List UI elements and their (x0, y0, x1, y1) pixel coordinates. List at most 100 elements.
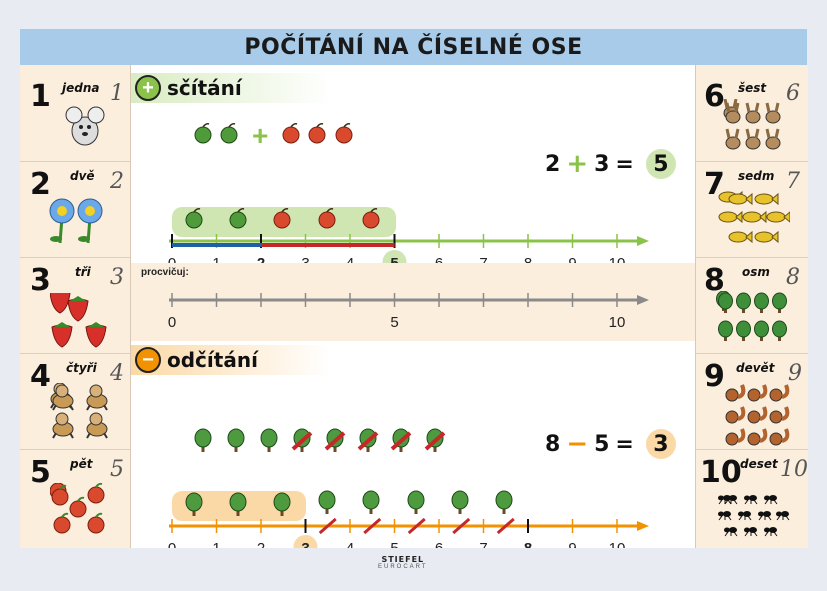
axis-tick-label: 5 (390, 255, 398, 263)
axis-tick-label: 8 (524, 540, 532, 548)
brand-subname: EUROCART (378, 564, 428, 570)
practice-label: procvičuj: (141, 267, 189, 278)
equation-operand: 3 (594, 151, 610, 177)
subtraction-section: − odčítání 0 1 2 3 4 5 6 7 8 9 10 8 − 5 (131, 341, 695, 548)
axis-tick-label: 0 (168, 314, 176, 331)
number-word: tři (75, 265, 91, 279)
number-card-9: 9 devět 9 (696, 353, 808, 450)
subtraction-step-mark (496, 517, 515, 535)
number-script: 2 (110, 169, 124, 194)
axis-tick-label: 3 (301, 255, 309, 263)
axis-tick-label: 4 (346, 540, 354, 548)
axis-arrow-icon (637, 236, 649, 246)
subtraction-label: odčítání (167, 348, 258, 372)
axis-tick-label: 2 (257, 540, 265, 548)
crossed-tree-icon (326, 429, 344, 452)
axis-tick-label: 5 (390, 540, 398, 548)
number-card-3: 3 tři 3 (20, 257, 130, 354)
axis-tick-label: 9 (568, 540, 576, 548)
equation-operator: + (566, 149, 589, 179)
publisher-logo: STIEFEL EUROCART (378, 555, 428, 570)
tree-icon (227, 428, 245, 453)
number-card-1: 1 jedna 1 (20, 65, 130, 162)
green-apple-icon (194, 123, 212, 144)
subtraction-step-mark (407, 517, 426, 535)
plus-icon: + (135, 75, 161, 101)
number-word: pět (70, 457, 93, 471)
mouse-icon (65, 106, 105, 146)
dog-icon (50, 383, 108, 439)
green-apple-icon (220, 123, 238, 144)
subtraction-step-mark (318, 517, 337, 535)
number-script: 4 (110, 361, 124, 386)
number-digit: 10 (700, 455, 742, 490)
practice-section: procvičuj: 0 5 10 (131, 263, 695, 341)
number-card-8: 8 osm 8 (696, 257, 808, 354)
number-script: 6 (786, 81, 800, 106)
addition-header-bg (131, 73, 331, 103)
number-card-10: 10 deset 10 (696, 449, 808, 545)
red-apple-icon (308, 123, 326, 144)
number-card-4: 4 čtyři 4 (20, 353, 130, 450)
subtraction-illustration: 0 1 2 3 4 5 6 7 8 9 10 (168, 341, 649, 548)
equation-operand: 5 (594, 431, 610, 457)
addition-section: + sčítání + 0 1 2 3 4 5 6 7 8 9 10 2 + 3 (131, 65, 695, 263)
number-card-5: 5 pět 5 (20, 449, 130, 545)
axis-tick-label: 1 (212, 540, 220, 548)
subtraction-header-bg (131, 345, 331, 375)
practice-number-line: 0 5 10 (168, 293, 649, 331)
axis-tick-label: 8 (524, 255, 532, 263)
axis-tick-label: 7 (479, 540, 487, 548)
number-word: osm (742, 265, 770, 279)
number-digit: 5 (30, 455, 51, 490)
number-card-2: 2 dvě 2 (20, 161, 130, 258)
equation-equals: = (615, 151, 634, 177)
addition-label: sčítání (167, 76, 242, 100)
brand-name: STIEFEL (381, 555, 425, 564)
highlight-circle (382, 250, 407, 263)
red-apple-icon (282, 123, 300, 144)
number-word: jedna (62, 81, 100, 95)
crossed-tree-icon (426, 429, 444, 452)
axis-tick-label: 2 (257, 255, 265, 263)
squirrel-icon (724, 383, 790, 447)
subtraction-step-mark (452, 517, 471, 535)
tree-icon (194, 428, 212, 453)
page-title: POČÍTÁNÍ NA ČÍSELNÉ OSE (244, 34, 583, 60)
subtraction-step-mark (363, 517, 382, 535)
axis-tick-label: 10 (609, 540, 626, 548)
number-script: 7 (786, 169, 800, 194)
number-word: šest (738, 81, 767, 95)
number-script: 3 (110, 265, 124, 290)
number-digit: 4 (30, 359, 51, 394)
strawberry-icon (50, 293, 107, 348)
flower-icon (49, 197, 104, 245)
plus-sign-icon: + (252, 120, 268, 151)
axis-tick-label: 9 (568, 255, 576, 263)
axis-arrow-icon (637, 295, 649, 305)
number-digit: 2 (30, 167, 51, 202)
number-card-6: 6 šest 6 (696, 65, 808, 162)
equation-operator: − (566, 429, 589, 459)
rabbit-icon (723, 99, 782, 151)
axis-tick-label: 5 (390, 314, 398, 331)
equation-result: 3 (645, 429, 676, 459)
crossed-tree-icon (392, 429, 410, 452)
red-apple-icon (335, 123, 353, 144)
addition-equation: 2 + 3 = 5 (545, 149, 676, 179)
addition-header: + sčítání (135, 73, 335, 103)
equation-operand: 2 (545, 151, 561, 177)
equation-operand: 8 (545, 431, 561, 457)
axis-tick-label: 0 (168, 255, 176, 263)
axis-arrow-icon (637, 521, 649, 531)
number-word: sedm (738, 169, 775, 183)
equation-result: 5 (645, 149, 676, 179)
addition-number-line: 0 1 2 3 4 5 6 7 8 9 10 (168, 234, 649, 263)
axis-tick-label: 6 (435, 255, 443, 263)
left-number-panel: 1 jedna 1 2 dvě 2 (20, 65, 131, 548)
title-bar: POČÍTÁNÍ NA ČÍSELNÉ OSE (20, 29, 807, 65)
axis-tick-label: 10 (609, 314, 626, 331)
axis-tick-label: 3 (301, 540, 309, 548)
number-word: devět (736, 361, 775, 375)
number-script: 8 (786, 265, 800, 290)
